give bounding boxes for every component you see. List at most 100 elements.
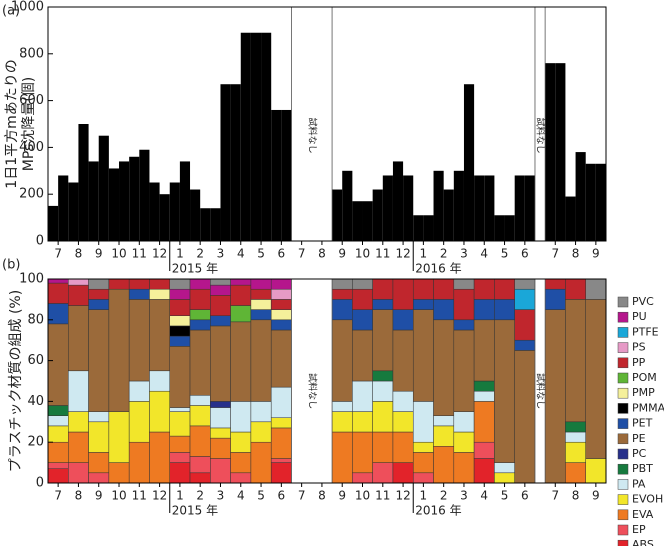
stack-segment <box>210 407 231 429</box>
bar <box>139 149 150 241</box>
x-tick-label: 7 <box>298 489 306 503</box>
x-tick-label: 6 <box>278 489 286 503</box>
stack-segment <box>270 309 292 321</box>
legend-swatch <box>617 311 629 323</box>
x-tick-label: 3 <box>217 489 225 503</box>
stack-segment <box>453 278 475 290</box>
stack-segment <box>250 441 272 484</box>
plot-frame <box>47 6 607 242</box>
stack-segment <box>68 370 89 412</box>
stack-segment <box>433 319 455 416</box>
x-tick-label: 2 <box>440 489 448 503</box>
x-tick-label: 6 <box>278 247 286 261</box>
stack-segment <box>169 346 191 408</box>
y-tick-label: 200 <box>19 187 44 202</box>
y-tick-label: 40 <box>27 394 44 409</box>
stack-segment <box>453 431 475 453</box>
bar <box>149 182 160 241</box>
bar <box>494 215 505 241</box>
stack-segment <box>210 458 231 484</box>
stack-segment <box>514 288 536 310</box>
stack-segment <box>473 278 495 300</box>
stack-segment <box>372 462 394 484</box>
bar <box>129 156 140 241</box>
stack-segment <box>392 329 414 392</box>
stack-segment <box>412 452 434 474</box>
stack-segment <box>433 299 455 321</box>
stack-segment <box>270 417 292 429</box>
stack-segment <box>372 431 394 463</box>
bar <box>48 205 59 241</box>
stack-segment <box>108 278 130 290</box>
x-tick-label: 1 <box>176 489 184 503</box>
stack-segment <box>230 278 252 286</box>
stack-segment <box>47 441 69 463</box>
stack-segment <box>270 319 292 331</box>
x-tick-label: 4 <box>480 489 488 503</box>
y-tick-label: 0 <box>36 476 44 491</box>
stack-segment <box>149 390 170 433</box>
legend-label: PET <box>632 417 653 430</box>
stack-segment <box>392 278 414 310</box>
bar <box>372 189 383 241</box>
bar <box>474 175 485 241</box>
stack-segment <box>47 278 69 284</box>
x-tick-label: 4 <box>480 247 488 261</box>
x-tick-label: 4 <box>237 247 245 261</box>
stack-segment <box>331 299 353 321</box>
y-tick-label: 80 <box>27 312 44 327</box>
stack-segment <box>270 462 292 484</box>
bar <box>595 163 606 241</box>
stack-segment <box>189 278 211 290</box>
y-tick-label: 800 <box>19 46 44 61</box>
legend-swatch <box>617 342 629 353</box>
stack-segment <box>412 441 434 453</box>
stack-segment <box>352 431 373 474</box>
stack-segment <box>68 411 89 433</box>
x-tick-label: 7 <box>54 489 62 503</box>
stack-segment <box>88 309 110 412</box>
x-tick-label: 6 <box>521 247 529 261</box>
stack-segment <box>210 401 231 408</box>
x-tick-label: 9 <box>338 489 346 503</box>
stack-segment <box>453 329 475 412</box>
x-tick-label: 2 <box>440 247 448 261</box>
stack-segment <box>128 288 150 300</box>
stack-segment <box>565 421 586 433</box>
stack-segment <box>372 401 394 433</box>
stack-segment <box>453 319 475 331</box>
stack-segment <box>352 309 373 331</box>
stack-segment <box>230 401 252 433</box>
x-tick-label: 9 <box>95 247 103 261</box>
stack-segment <box>250 421 272 443</box>
stack-segment <box>68 462 89 484</box>
bar <box>88 161 99 241</box>
bar <box>362 201 373 241</box>
bar <box>403 175 414 241</box>
stack-segment <box>565 441 586 463</box>
stack-segment <box>128 401 150 443</box>
x-tick-label: 7 <box>551 247 559 261</box>
stack-segment <box>331 411 353 433</box>
bar <box>484 175 495 241</box>
x-tick-label: 7 <box>54 247 62 261</box>
stack-segment <box>250 401 272 423</box>
stack-segment <box>210 437 231 459</box>
y-axis-label: 1日1平方mあたりの <box>4 59 20 188</box>
stack-segment <box>392 431 414 463</box>
stack-segment <box>514 350 536 484</box>
legend-swatch <box>617 509 629 521</box>
stack-segment <box>149 431 170 484</box>
x-tick-label: 9 <box>592 489 600 503</box>
legend-swatch <box>617 463 629 475</box>
legend-label: EVOH <box>632 493 663 506</box>
x-tick-label: 1 <box>420 247 428 261</box>
stack-segment <box>47 425 69 443</box>
stack-segment <box>189 405 211 427</box>
bar <box>190 189 201 241</box>
stack-segment <box>169 335 191 347</box>
bar <box>585 163 596 241</box>
stack-segment <box>68 305 89 372</box>
stack-segment <box>473 319 495 382</box>
x-tick-label: 8 <box>75 489 83 503</box>
